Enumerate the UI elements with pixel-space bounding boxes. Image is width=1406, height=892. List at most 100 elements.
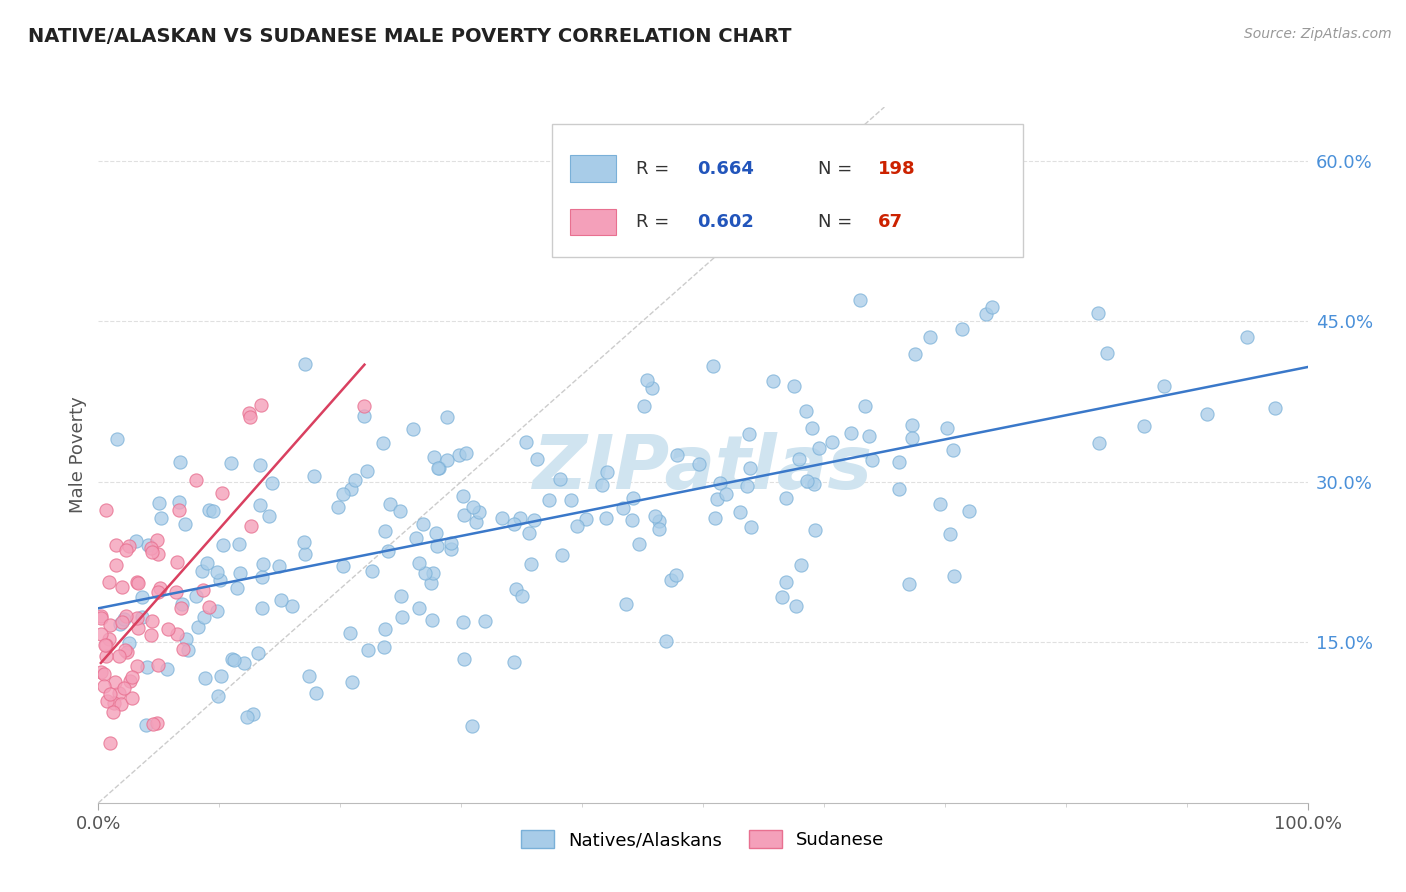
Point xyxy=(942,442,965,457)
Point xyxy=(373,640,395,654)
Point xyxy=(104,558,127,572)
Point xyxy=(247,646,270,660)
Point xyxy=(548,472,571,486)
Point xyxy=(127,621,149,635)
Point xyxy=(804,523,827,537)
Point xyxy=(115,609,138,624)
Point xyxy=(353,399,375,413)
Point xyxy=(332,487,354,501)
Point xyxy=(165,585,187,599)
Point xyxy=(1097,346,1119,360)
Point xyxy=(136,659,159,673)
Point xyxy=(775,491,797,505)
Point xyxy=(688,457,710,471)
Point xyxy=(526,451,548,466)
Point xyxy=(794,404,817,418)
Point xyxy=(110,580,132,594)
Point xyxy=(205,604,228,618)
Point xyxy=(176,643,198,657)
Point xyxy=(228,566,250,580)
Point xyxy=(648,514,671,528)
Point xyxy=(111,615,134,630)
Point xyxy=(90,611,112,625)
Point xyxy=(146,585,169,599)
Point xyxy=(440,541,463,556)
Point xyxy=(644,509,666,524)
Point xyxy=(294,547,316,561)
Point xyxy=(453,508,475,523)
Point xyxy=(468,505,491,519)
Point xyxy=(391,610,413,624)
Text: ZIPatlas: ZIPatlas xyxy=(533,433,873,506)
Point xyxy=(633,399,655,413)
Point xyxy=(141,545,163,559)
Point xyxy=(436,410,458,425)
Point xyxy=(509,510,531,524)
Point xyxy=(517,525,540,540)
Point xyxy=(197,503,219,517)
Point xyxy=(141,614,163,628)
Point xyxy=(636,373,658,387)
Point xyxy=(250,601,273,615)
Point xyxy=(858,429,880,443)
Point xyxy=(139,541,162,555)
Point xyxy=(107,649,129,664)
Point xyxy=(146,547,169,561)
Point xyxy=(887,454,910,468)
Point xyxy=(980,301,1002,315)
Point xyxy=(236,710,259,724)
Point xyxy=(738,426,761,441)
Point xyxy=(560,492,582,507)
Point xyxy=(1197,408,1219,422)
Point xyxy=(451,615,474,629)
Point xyxy=(374,622,396,636)
Text: R =: R = xyxy=(637,213,675,231)
Text: NATIVE/ALASKAN VS SUDANESE MALE POVERTY CORRELATION CHART: NATIVE/ALASKAN VS SUDANESE MALE POVERTY … xyxy=(28,27,792,45)
Point xyxy=(125,611,148,625)
Point xyxy=(621,513,644,527)
Point xyxy=(90,608,112,623)
Point xyxy=(936,421,959,435)
Point xyxy=(538,493,561,508)
Point xyxy=(170,601,193,615)
Text: N =: N = xyxy=(818,213,858,231)
Point xyxy=(422,614,444,628)
Point xyxy=(326,500,349,514)
Point xyxy=(454,446,477,460)
Point xyxy=(97,632,120,646)
Point xyxy=(405,531,427,545)
Point xyxy=(519,557,541,571)
Point xyxy=(167,494,190,508)
Point xyxy=(202,504,225,518)
Point xyxy=(904,347,927,361)
Point xyxy=(131,590,153,604)
Point xyxy=(378,497,401,511)
Point xyxy=(648,522,671,536)
Point xyxy=(174,516,197,531)
Point xyxy=(929,497,952,511)
Point xyxy=(551,548,574,562)
Point xyxy=(1132,418,1154,433)
Point xyxy=(595,465,617,479)
Point xyxy=(821,435,844,450)
Point xyxy=(139,627,162,641)
Point xyxy=(194,671,217,685)
Point xyxy=(1236,330,1258,344)
Point xyxy=(423,450,446,465)
Point xyxy=(250,398,273,412)
Point xyxy=(453,652,475,666)
Point xyxy=(706,491,728,506)
Point xyxy=(426,540,449,554)
Y-axis label: Male Poverty: Male Poverty xyxy=(69,397,87,513)
Point xyxy=(659,573,682,587)
Point xyxy=(108,686,131,700)
Point xyxy=(145,533,167,547)
Point xyxy=(512,590,534,604)
Point xyxy=(957,504,980,518)
Point xyxy=(280,599,302,613)
Point xyxy=(184,473,207,487)
Text: 0.664: 0.664 xyxy=(697,160,754,178)
Point xyxy=(901,431,924,445)
Point xyxy=(461,719,484,733)
Point xyxy=(252,569,274,583)
